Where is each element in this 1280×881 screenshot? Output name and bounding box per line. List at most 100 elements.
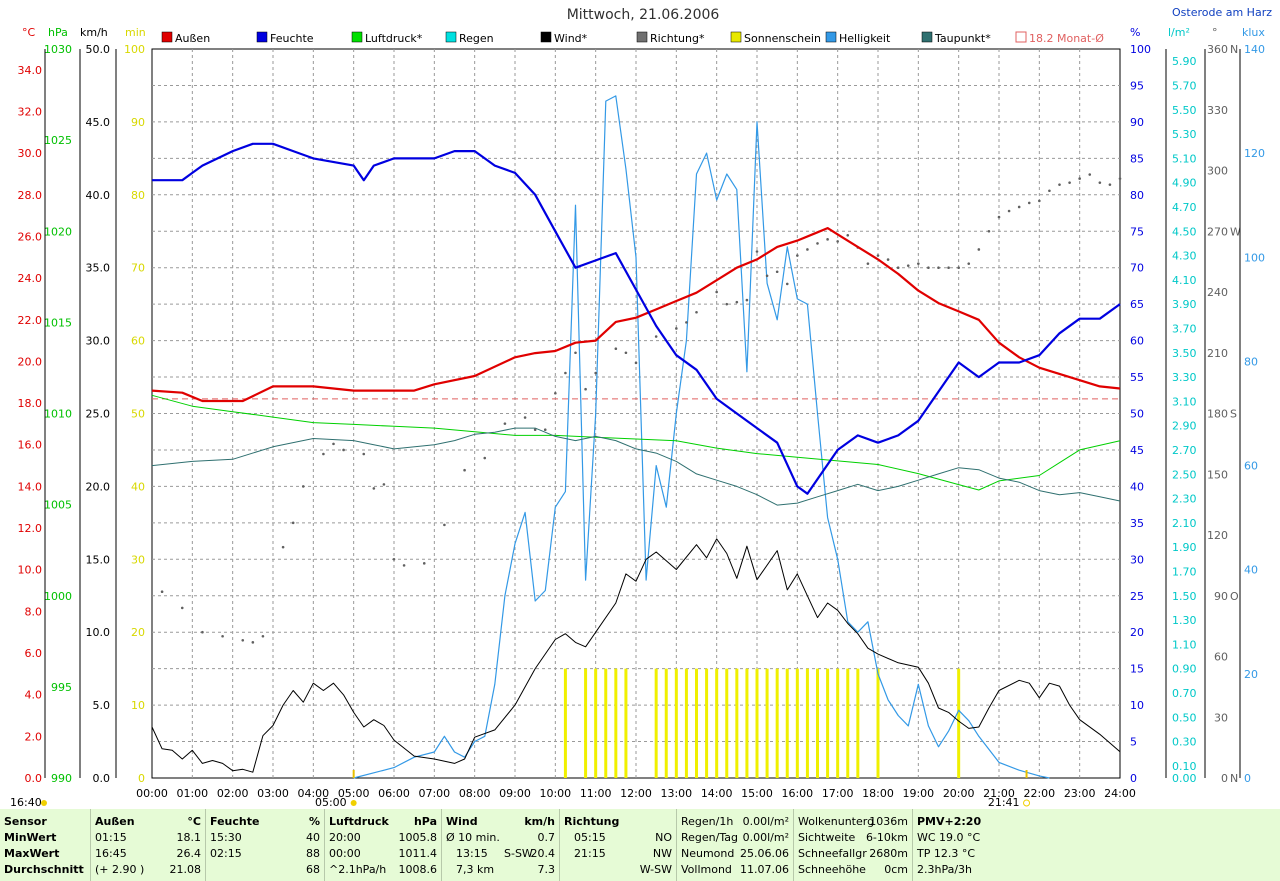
temp-tick-label: 24.0 (18, 272, 43, 285)
wolkenunterg-value: 1036m (869, 815, 908, 828)
time-tick-label: 03:00 (257, 787, 289, 800)
direction-point (927, 266, 930, 270)
wind-tick-label: 0.0 (93, 772, 111, 785)
series-line-auen (151, 227, 1121, 403)
legend-swatch (445, 31, 457, 43)
rain-tick-label: 5.90 (1172, 55, 1197, 68)
stats-wolken: Wolkenunterg 1036m Sichtweite 6-10km Schne… (793, 809, 912, 881)
direction-point (301, 485, 305, 488)
direction-point (846, 234, 850, 237)
direction-point (685, 321, 688, 324)
direction-point (755, 250, 759, 253)
sunshine-tick-label: 20 (131, 626, 145, 639)
regen-tag-value: 0.00l/m² (742, 831, 789, 844)
temp-tick-label: 14.0 (18, 480, 43, 493)
wind-avg-value: 0.7 (537, 831, 556, 844)
time-tick-label: 00:00 (136, 787, 168, 800)
stats-pmv: PMV+2:20 WC 19.0 °C TP 12.3 °C 2.3hPa/3h (912, 809, 1280, 881)
direction-point (382, 483, 386, 486)
sunshine-tick-label: 30 (131, 553, 145, 566)
temp-tick-label: 22.0 (18, 314, 43, 327)
pressure-tick-label: 1010 (44, 408, 72, 421)
rain-tick-label: 2.90 (1172, 420, 1197, 433)
series-line-luftdruck (151, 394, 1121, 491)
schneehoehe-label: Schneehöhe (798, 863, 866, 876)
direction-tick-label: 0 (1221, 772, 1228, 785)
direction-point (1038, 199, 1041, 203)
sunshine-bar (876, 668, 880, 778)
direction-tick-label: 30 (1214, 711, 1228, 724)
rain-tick-label: 3.70 (1172, 322, 1197, 335)
sunshine-bar (715, 668, 719, 778)
humidity-tick-label: 0 (1130, 772, 1137, 785)
humidity-tick-label: 55 (1130, 371, 1144, 384)
wind-tick-label: 25.0 (86, 408, 111, 421)
series-line-helligkeit (353, 95, 1050, 779)
regen-1h-value: 0.00l/m² (742, 815, 789, 828)
wind-unit: km/h (524, 815, 555, 828)
legend-item: Taupunkt* (921, 31, 991, 45)
time-tick-label: 14:00 (701, 787, 733, 800)
time-tick-label: 21:00 (983, 787, 1015, 800)
sunshine-bar (594, 668, 598, 778)
humidity-tick-label: 15 (1130, 663, 1144, 676)
time-tick-label: 22:00 (1023, 787, 1055, 800)
direction-point (322, 452, 325, 456)
aussen-avg-value: 21.08 (169, 863, 202, 876)
brightness-tick-label: 0 (1244, 772, 1251, 785)
legend-swatch (161, 31, 173, 43)
pressure-tick-label: 1015 (44, 316, 72, 329)
sunrise-dot (350, 800, 357, 806)
neumond-label: Neumond (681, 847, 735, 860)
legend-item: Regen (445, 31, 494, 45)
temp-tick-label: 28.0 (18, 189, 43, 202)
vollmond-label: Vollmond (681, 863, 732, 876)
rain-tick-label: 0.90 (1172, 663, 1197, 676)
time-tick-label: 11:00 (580, 787, 612, 800)
direction-point (281, 545, 285, 549)
luftdruck-unit: hPa (413, 815, 437, 828)
sun-markers: 05:00 21:41 16:40 (10, 770, 1031, 809)
direction-point (463, 468, 466, 472)
taupunkt-value: TP 12.3 °C (917, 847, 976, 860)
schneefallgr-value: 2680m (869, 847, 908, 860)
direction-letter-label: S (1230, 408, 1237, 421)
direction-point (826, 238, 829, 241)
chart-grid (151, 48, 1121, 779)
humidity-tick-label: 95 (1130, 79, 1144, 92)
wind-tick-label: 35.0 (86, 262, 111, 275)
pmv-value: PMV+2:20 (917, 815, 982, 828)
direction-point (977, 248, 981, 251)
schneehoehe-value: 0cm (884, 863, 908, 876)
humidity-tick-label: 45 (1130, 444, 1144, 457)
direction-point (1088, 173, 1092, 176)
pressure-tick-label: 1005 (44, 499, 72, 512)
wind-avg-label: Ø 10 min. (446, 831, 500, 844)
humidity-tick-label: 90 (1130, 116, 1144, 129)
direction-tick-label: 300 (1207, 165, 1228, 178)
humidity-tick-label: 35 (1130, 517, 1144, 530)
humidity-tick-label: 100 (1130, 43, 1151, 56)
rain-tick-label: 4.30 (1172, 250, 1197, 263)
sunshine-bar (846, 668, 850, 778)
stats-regen: Regen/1h 0.00l/m² Regen/Tag 0.00l/m² Neumo… (676, 809, 793, 881)
wind-max-time: 13:15 (456, 847, 488, 860)
rain-tick-label: 2.70 (1172, 444, 1197, 457)
direction-point (654, 335, 658, 338)
feuchte-min-value: 40 (306, 831, 320, 844)
luftdruck-max-value: 1011.4 (398, 847, 438, 860)
legend-item: Feuchte (256, 31, 314, 45)
direction-tick-label: 330 (1207, 104, 1228, 117)
stats-aussen: Außen °C 01:15 18.1 16:45 26.4 (+ 2.90 ) 21.… (90, 809, 205, 881)
wind-tick-label: 15.0 (86, 553, 111, 566)
brightness-axis-unit: klux (1242, 26, 1265, 39)
direction-point (564, 371, 567, 375)
wind-tick-label: 45.0 (86, 116, 111, 129)
vollmond-value: 11.07.06 (740, 863, 789, 876)
humidity-tick-label: 25 (1130, 590, 1144, 603)
wind-tick-label: 10.0 (86, 626, 111, 639)
legend-label: Außen (175, 32, 210, 45)
legend-swatch (921, 31, 933, 43)
rain-tick-label: 1.90 (1172, 541, 1197, 554)
time-tick-label: 15:00 (741, 787, 773, 800)
